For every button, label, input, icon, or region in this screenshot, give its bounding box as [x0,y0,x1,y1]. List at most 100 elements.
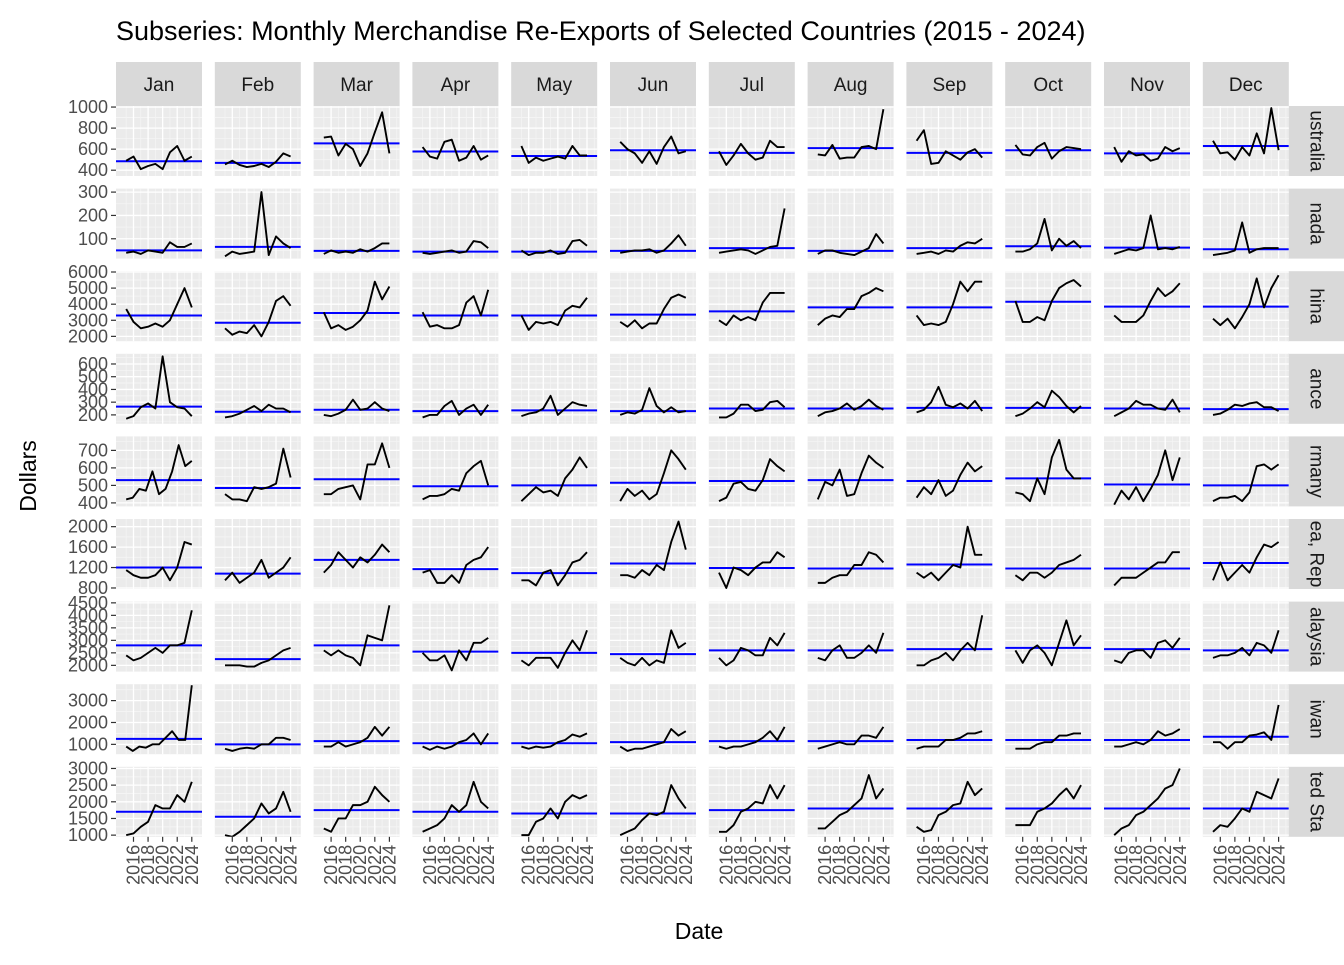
facet-panel-canada-mar [313,188,400,259]
x-tick-label: 2016 [1210,845,1230,885]
series-line [718,291,785,327]
x-tick-label: 2022 [1254,845,1274,885]
series-line [718,458,786,503]
x-tick-label: 2018 [830,845,850,885]
series-line [322,280,391,331]
strip-label-country: hina [1306,288,1327,324]
panel-background [412,106,499,176]
series-line [1113,768,1181,836]
facet-panel-germany-jun [610,436,696,507]
facet-panel-france-aug [807,353,894,424]
y-tick-label: 600 [78,139,108,159]
x-tick-label: 2020 [1042,845,1062,885]
x-tick-label: 2020 [548,845,568,885]
facet-panel-france-apr [412,353,499,424]
x-tick-label: 2016 [222,845,242,885]
series-line [125,610,193,662]
series-line [125,541,193,582]
panel-background [1202,601,1289,672]
strip-label-month: Apr [441,75,471,96]
panel-background [313,436,400,507]
y-tick-label: 2500 [68,643,108,663]
y-tick-label: 2000 [68,655,108,675]
x-tick-label: 2020 [449,845,469,885]
series-line [1015,389,1082,418]
series-line [719,784,786,833]
facet-panel-france-jun [610,353,696,424]
facet-panel-malaysia-sep [906,601,993,672]
x-tick-label: 2018 [1225,845,1245,885]
facet-panel-united-states-jun [610,766,696,837]
strip-month-nov [1104,62,1190,106]
series-line [1212,221,1279,257]
panel-background [412,271,499,342]
y-tick-label: 200 [78,205,108,225]
facet-panel-taiwan-feb [214,684,301,755]
facet-panel-china-nov [1104,271,1190,342]
y-tick-label: 3000 [68,310,108,330]
panel-background [807,519,894,589]
panel-background [708,106,795,176]
x-tick-label: 2024 [972,845,992,885]
y-tick-label: 600 [78,354,108,374]
series-line [718,551,786,589]
panel-background [116,271,202,342]
facet-panel-korea-republic-of-mar [313,519,400,589]
panel-background [412,188,499,259]
facet-panel-taiwan-oct [1005,684,1092,755]
facet-panel-australia-jul [708,106,795,176]
series-line [619,449,687,502]
series-line [1113,398,1181,418]
strip-country-germany [1288,436,1344,507]
facet-grid: Jan Feb Mar Apr May Jun Jul Aug Sep Oct Nov Dec ustr… [68,62,1344,845]
panel-background [708,436,795,507]
facet-panel-malaysia-may [511,601,598,672]
series-line [1015,732,1081,750]
series-line [1014,141,1082,160]
panel-background [610,188,696,259]
facet-panel-france-nov [1104,353,1190,424]
series-line [620,234,687,254]
facet-panel-germany-jul [708,436,795,507]
y-tick-label: 1600 [68,537,108,557]
strip-month-may [511,62,598,106]
x-tick-label: 2022 [464,845,484,885]
series-line [817,726,885,750]
strip-country-taiwan [1288,684,1344,755]
y-tick-label: 500 [78,475,108,495]
x-tick-label: 2018 [928,845,948,885]
series-line [817,632,885,662]
panel-background [1005,519,1092,589]
x-tick-label: 2020 [844,845,864,885]
panel-background [1104,106,1190,176]
facet-panel-australia-oct [1005,106,1092,176]
x-tick-label: 2018 [1126,845,1146,885]
panel-background [708,271,795,342]
y-tick-label: 300 [78,182,108,202]
series-line [1114,728,1181,748]
y-tick-label: 1000 [68,97,108,117]
y-tick-label: 3500 [68,618,108,638]
strip-label-country: ea, Rep [1306,521,1327,588]
facet-panel-australia-feb [214,106,301,176]
series-line [224,790,292,837]
facet-panel-germany-dec [1202,436,1289,507]
series-line [719,399,786,419]
strip-country-malaysia [1288,601,1344,672]
series-line [323,543,391,574]
series-line [521,732,588,750]
series-line [521,794,588,837]
x-tick-label: 2024 [1269,845,1289,885]
strip-country-united-states [1288,766,1344,837]
series-line [1113,146,1181,163]
facet-panel-germany-mar [313,436,400,507]
facet-panel-china-jun [610,271,696,342]
strip-month-aug [807,62,894,106]
panel-background [313,519,400,589]
panel-background [1005,188,1092,259]
facet-panel-united-states-may [511,766,598,837]
series-line [1014,553,1082,582]
facet-panel-korea-republic-of-jun [610,519,696,589]
strip-label-month: Aug [834,75,868,96]
